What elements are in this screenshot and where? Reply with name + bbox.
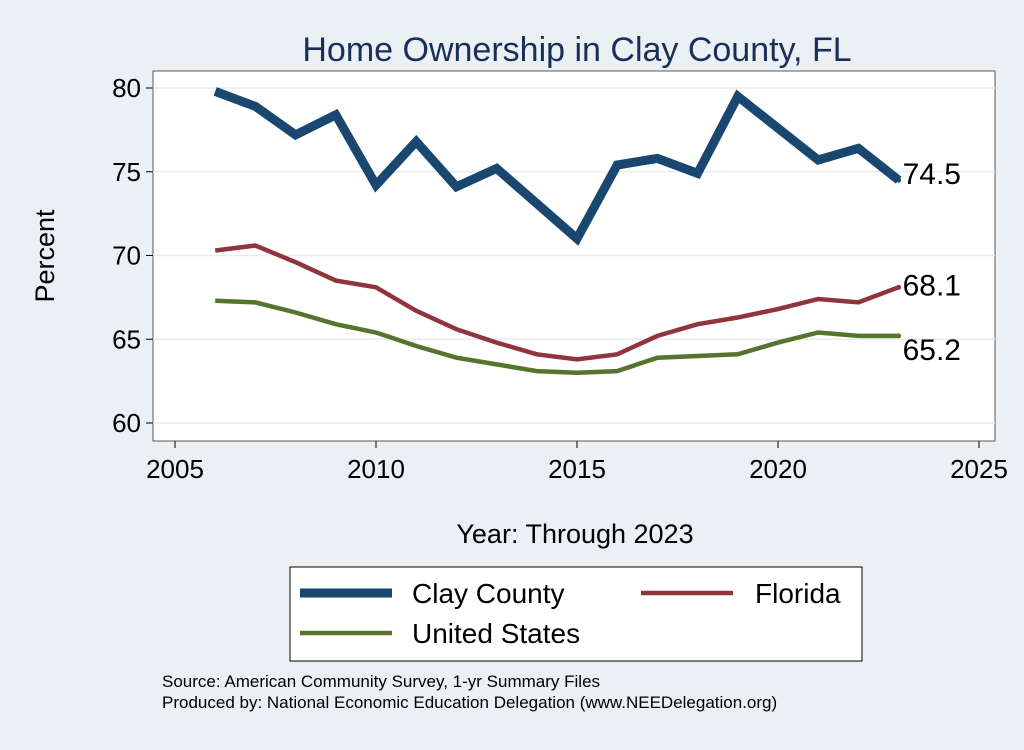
series-line-united-states	[215, 298, 899, 376]
y-tick-label: 70	[112, 241, 141, 271]
end-labels: 74.5 68.1 65.2	[903, 158, 961, 367]
legend-label-florida: Florida	[755, 578, 841, 609]
x-tick-label: 2010	[347, 454, 405, 484]
y-tick-label: 75	[112, 157, 141, 187]
series-lines	[213, 87, 902, 376]
data-label-florida: 68.1	[903, 269, 961, 302]
x-tick-label: 2025	[950, 454, 1008, 484]
x-tick-label: 2020	[749, 454, 807, 484]
series-line-clay-county	[213, 87, 902, 246]
legend: Clay County Florida United States	[289, 566, 863, 662]
legend-box	[289, 566, 863, 662]
legend-items: Clay County Florida United States	[300, 578, 841, 649]
data-label-clay-county: 74.5	[903, 158, 961, 191]
chart-title: Home Ownership in Clay County, FL	[302, 31, 851, 69]
series-end-point-united-states	[896, 333, 902, 339]
y-tick-label: 80	[112, 73, 141, 103]
series-line-florida	[214, 243, 900, 362]
legend-label-united-states: United States	[412, 618, 580, 649]
data-label-united-states: 65.2	[903, 334, 961, 367]
series-end-point-clay-county	[896, 177, 902, 183]
source-note: Source: American Community Survey, 1-yr …	[162, 672, 600, 691]
producer-note: Produced by: National Economic Education…	[162, 693, 777, 712]
y-axis-label: Percent	[30, 209, 60, 303]
x-tick-label: 2015	[548, 454, 606, 484]
axes: 60 65 70 75 80 2005 2010 2015 2020 2025	[112, 73, 1008, 484]
x-axis-label: Year: Through 2023	[456, 519, 693, 549]
y-tick-label: 65	[112, 324, 141, 354]
gridlines	[153, 87, 995, 424]
series-end-point-florida	[896, 284, 902, 290]
x-tick-label: 2005	[146, 454, 204, 484]
legend-label-clay-county: Clay County	[412, 578, 565, 609]
y-tick-label: 60	[112, 408, 141, 438]
